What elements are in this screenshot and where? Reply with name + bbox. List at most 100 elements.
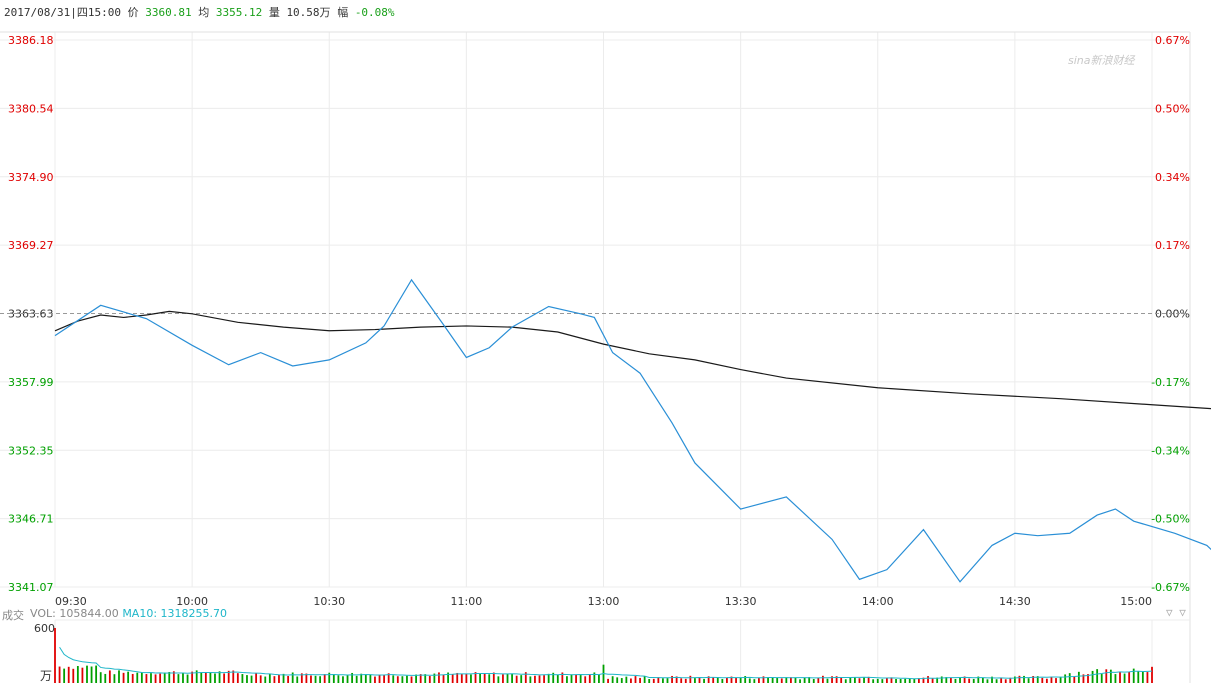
volume-bar <box>520 675 523 683</box>
volume-bar <box>291 672 294 683</box>
volume-bar <box>790 677 792 683</box>
volume-bar <box>817 677 820 683</box>
volume-bar <box>406 675 408 683</box>
volume-bar <box>808 677 811 683</box>
volume-bar <box>159 673 162 683</box>
volume-bar <box>268 673 271 683</box>
volume-bar <box>753 679 756 683</box>
volume-bar <box>876 678 879 683</box>
y-tick-right: -0.17% <box>1151 376 1190 389</box>
volume-bar <box>1059 676 1062 683</box>
volume-bar <box>662 678 664 683</box>
volume-bar <box>401 676 404 683</box>
volume-bar <box>1119 671 1121 683</box>
y-tick-left: 3386.18 <box>8 34 54 47</box>
arrow-down-icon-2[interactable]: ▽ <box>1179 606 1186 619</box>
volume-bar <box>140 672 143 683</box>
volume-bar <box>1096 669 1099 683</box>
volume-bar <box>620 678 623 683</box>
volume-bar <box>278 674 280 683</box>
header-avg-label: 均 <box>198 6 210 19</box>
volume-bar <box>538 675 541 683</box>
volume-bar <box>95 665 98 683</box>
chart-header: 2017/08/31|四15:00 价 3360.81 均 3355.12 量 … <box>4 4 395 20</box>
volume-bar <box>310 675 312 683</box>
volume-bar <box>319 676 322 683</box>
volume-bar <box>570 674 573 683</box>
x-tick: 15:00 <box>1120 595 1152 608</box>
volume-bar <box>917 678 920 683</box>
volume-bar <box>936 677 939 683</box>
volume-bar <box>986 679 989 683</box>
volume-bar <box>131 673 134 683</box>
volume-max-label: 600 <box>34 622 55 635</box>
volume-bar <box>671 675 673 683</box>
volume-bar <box>652 678 655 683</box>
volume-bar <box>758 678 760 683</box>
volume-bar <box>1004 679 1007 683</box>
volume-bar <box>282 673 285 683</box>
y-tick-right: 0.67% <box>1155 34 1190 47</box>
volume-bar <box>337 675 340 683</box>
volume-bar <box>86 665 88 683</box>
header-avg-value: 3355.12 <box>215 6 263 19</box>
volume-bar <box>1109 669 1112 683</box>
volume-bar <box>232 670 235 683</box>
volume-ma-line <box>59 647 1153 680</box>
volume-bar <box>415 674 417 683</box>
volume-bar <box>250 675 253 683</box>
volume-bar <box>113 674 116 683</box>
volume-bar <box>72 668 75 683</box>
volume-bar <box>479 673 481 683</box>
volume-bar <box>428 676 431 683</box>
x-axis: 09:30 10:00 10:30 11:00 13:00 13:30 14:00 14:30… <box>55 595 1152 608</box>
volume-bar <box>195 670 198 683</box>
volume-bar <box>716 677 719 683</box>
volume-bar <box>502 674 504 683</box>
volume-bar <box>534 675 536 683</box>
x-tick: 10:00 <box>176 595 208 608</box>
volume-bar <box>150 673 152 683</box>
volume-bar <box>840 677 843 683</box>
arrow-down-icon[interactable]: ▽ <box>1166 606 1173 619</box>
volume-bar <box>543 675 545 683</box>
volume-bar <box>931 678 934 683</box>
volume-bar <box>721 679 724 683</box>
volume-bar <box>949 677 952 683</box>
y-tick-left: 3346.71 <box>8 513 54 526</box>
x-tick: 13:00 <box>588 595 620 608</box>
volume-bar <box>451 674 454 683</box>
volume-bar <box>726 677 728 683</box>
volume-bar <box>991 676 993 683</box>
volume-bar <box>872 679 875 683</box>
volume-bar <box>342 676 344 683</box>
volume-bar <box>1082 674 1085 683</box>
volume-bar <box>470 674 472 683</box>
volume-bar <box>1045 678 1048 683</box>
expand-icons[interactable]: ▽ ▽ <box>1166 606 1186 619</box>
volume-bar <box>885 677 888 683</box>
y-tick-left: 3341.07 <box>8 581 54 594</box>
volume-bar <box>895 679 897 683</box>
volume-bar <box>730 676 733 683</box>
volume-bar <box>1137 670 1140 683</box>
y-tick-right: -0.67% <box>1151 581 1190 594</box>
y-axis-right: 0.67% 0.50% 0.34% 0.17% 0.00% -0.17% -0.34% -0.… <box>1151 34 1190 594</box>
volume-bar <box>300 673 303 683</box>
volume-bar <box>58 666 61 683</box>
x-tick: 14:30 <box>999 595 1031 608</box>
volume-bar <box>364 674 367 683</box>
volume-bar <box>118 670 120 683</box>
volume-bars <box>54 628 1153 683</box>
volume-bar <box>799 679 801 683</box>
volume-bar <box>424 674 427 683</box>
volume-bar <box>908 678 911 683</box>
volume-bar <box>191 671 194 683</box>
volume-bar <box>972 678 975 683</box>
average-price-line <box>54 310 1211 410</box>
volume-bar <box>959 677 961 683</box>
volume-bar <box>844 679 847 683</box>
volume-bar <box>218 671 221 683</box>
volume-bar <box>712 677 715 683</box>
